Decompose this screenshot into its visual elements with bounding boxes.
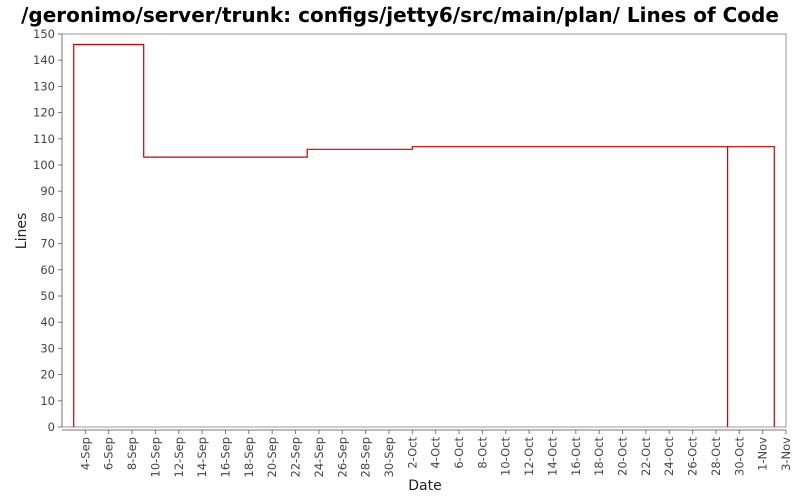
x-tick-label: 28-Oct [709,437,723,476]
x-tick-label: 16-Sep [218,437,232,477]
y-tick-label: 0 [48,420,55,434]
y-tick-label: 120 [33,106,55,120]
y-tick-label: 140 [33,53,55,67]
x-tick-label: 6-Sep [102,437,116,470]
x-axis-label: Date [408,478,441,494]
x-tick-label: 4-Sep [78,437,92,470]
x-tick-label: 18-Sep [242,437,256,477]
x-tick-label: 20-Sep [265,437,279,477]
x-tick-label: 8-Sep [125,437,139,470]
series-line [73,43,775,427]
plot-area [61,33,787,428]
y-tick-label: 20 [40,368,55,382]
x-tick-label: 6-Oct [452,437,466,469]
x-tick-label: 3-Nov [779,437,793,471]
series-layer [73,43,775,428]
y-tick-label: 30 [40,341,55,355]
x-tick-label: 10-Oct [499,437,513,476]
y-tick-label: 130 [33,79,55,93]
x-tick-label: 18-Oct [592,437,606,476]
y-tick-label: 40 [40,315,55,329]
x-tick-label: 30-Sep [382,437,396,477]
x-tick-label: 1-Nov [756,437,770,471]
y-tick-label: 70 [40,237,55,251]
y-tick-label: 80 [40,210,55,224]
x-tick-label: 26-Sep [335,437,349,477]
x-tick-label: 22-Oct [639,437,653,476]
y-tick-label: 90 [40,184,55,198]
x-tick-label: 8-Oct [475,437,489,469]
x-tick-label: 30-Oct [732,437,746,476]
y-tick-label: 110 [33,132,55,146]
x-tick-label: 2-Oct [405,437,419,469]
x-tick-label: 12-Oct [522,437,536,476]
y-axis-ticks: 0 10 20 30 40 50 60 70 80 90 100 110 120 130 140 150 [33,27,62,434]
x-tick-label: 22-Sep [289,437,303,477]
y-tick-label: 50 [40,289,55,303]
x-tick-label: 14-Oct [545,437,559,476]
chart-title: /geronimo/server/trunk: configs/jetty6/s… [21,3,779,27]
x-tick-label: 16-Oct [569,437,583,476]
y-axis-label: Lines [14,213,30,249]
x-tick-label: 20-Oct [616,437,630,476]
x-tick-label: 26-Oct [686,437,700,476]
x-tick-label: 10-Sep [148,437,162,477]
y-tick-label: 60 [40,263,55,277]
y-tick-label: 150 [33,27,55,41]
x-axis-ticks: 4-Sep 6-Sep 8-Sep 10-Sep 12-Sep 14-Sep 16-Sep 1… [78,430,793,477]
y-tick-label: 10 [40,394,55,408]
x-tick-label: 12-Sep [172,437,186,477]
x-tick-label: 4-Oct [429,437,443,469]
y-tick-label: 100 [33,158,55,172]
x-tick-label: 28-Sep [359,437,373,477]
x-tick-label: 14-Sep [195,437,209,477]
x-tick-label: 24-Oct [662,437,676,476]
x-tick-label: 24-Sep [312,437,326,477]
